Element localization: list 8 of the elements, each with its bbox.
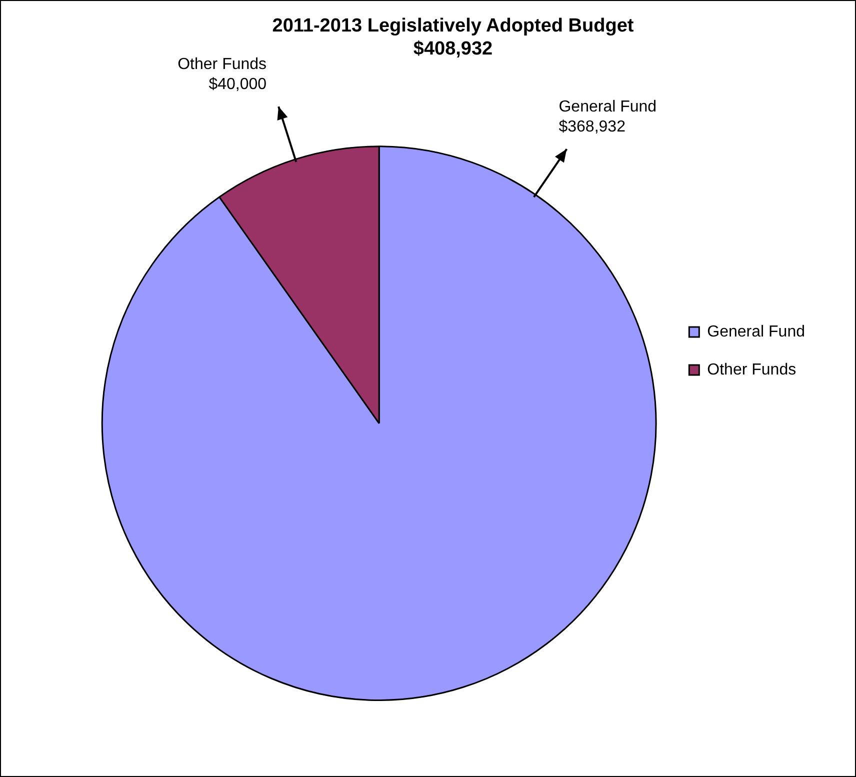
legend-label: Other Funds bbox=[707, 361, 796, 378]
slice-label: General Fund bbox=[558, 98, 657, 116]
chart-subtitle: $408,932 bbox=[413, 38, 493, 60]
slice-label: Other Funds bbox=[178, 56, 267, 73]
data-label: $368,932 bbox=[558, 118, 626, 136]
legend-label: General Fund bbox=[707, 323, 806, 340]
data-label: $40,000 bbox=[208, 76, 267, 93]
chart-title: 2011-2013 Legislatively Adopted Budget bbox=[272, 16, 634, 37]
